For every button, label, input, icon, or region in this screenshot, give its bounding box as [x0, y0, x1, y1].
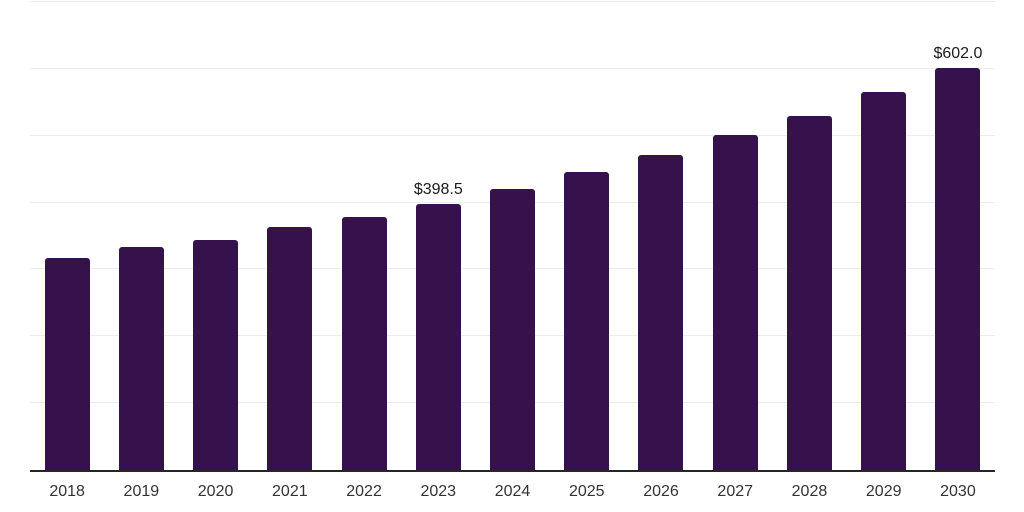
- x-axis-tick-labels: 2018 2019 2020 2021 2022 2023 2024 2025 2026 2027…: [30, 483, 995, 501]
- bar-value-label: $602.0: [933, 44, 983, 62]
- x-tick-label: 2020: [197, 483, 234, 500]
- x-tick-label: 2024: [494, 483, 531, 500]
- bar: [118, 247, 164, 470]
- bar-slot: [104, 247, 178, 470]
- bar: [712, 135, 758, 470]
- x-tick-label: 2025: [568, 483, 605, 500]
- x-tick-label: 2026: [643, 483, 679, 500]
- bar: [564, 171, 610, 470]
- bar-slot: [624, 155, 698, 470]
- bar-slot: [847, 92, 921, 470]
- bar: [267, 227, 313, 470]
- x-tick-label: 2019: [123, 483, 160, 500]
- bar: [490, 188, 536, 470]
- bar: [193, 240, 239, 470]
- bar: [44, 258, 90, 470]
- bar-slot: [772, 115, 846, 470]
- x-tick-label: 2021: [272, 483, 308, 500]
- bar: [638, 155, 684, 470]
- x-axis-line: [30, 470, 995, 472]
- bar-slot: [178, 240, 252, 470]
- bar-slot: [550, 171, 624, 470]
- bar-series: $398.5 $602.0: [30, 2, 995, 470]
- bar: [341, 216, 387, 470]
- bar-slot: [327, 216, 401, 470]
- bar: [861, 92, 907, 470]
- bar-slot: $602.0: [921, 45, 995, 470]
- bar-value-label: $398.5: [413, 180, 463, 198]
- x-tick-label: 2029: [865, 483, 902, 500]
- bar: [786, 115, 832, 470]
- gridline: [30, 1, 995, 2]
- x-tick-label: 2023: [420, 483, 457, 500]
- bar-slot: $398.5: [401, 181, 475, 470]
- x-tick-label: 2018: [49, 483, 85, 500]
- x-tick-label: 2022: [346, 483, 382, 500]
- x-tick-label: 2027: [717, 483, 754, 500]
- bar: $602.0: [933, 45, 982, 470]
- x-tick-label: 2028: [791, 483, 828, 500]
- plot-area: $398.5 $602.0: [30, 1, 995, 472]
- gridline: [30, 67, 995, 69]
- bar: $398.5: [414, 181, 463, 470]
- bar-slot: [30, 258, 104, 470]
- bar-slot: [475, 188, 549, 470]
- bar-slot: [698, 135, 772, 470]
- gridline: [30, 134, 995, 136]
- x-tick-label: 2030: [940, 483, 976, 500]
- bar-slot: [253, 227, 327, 470]
